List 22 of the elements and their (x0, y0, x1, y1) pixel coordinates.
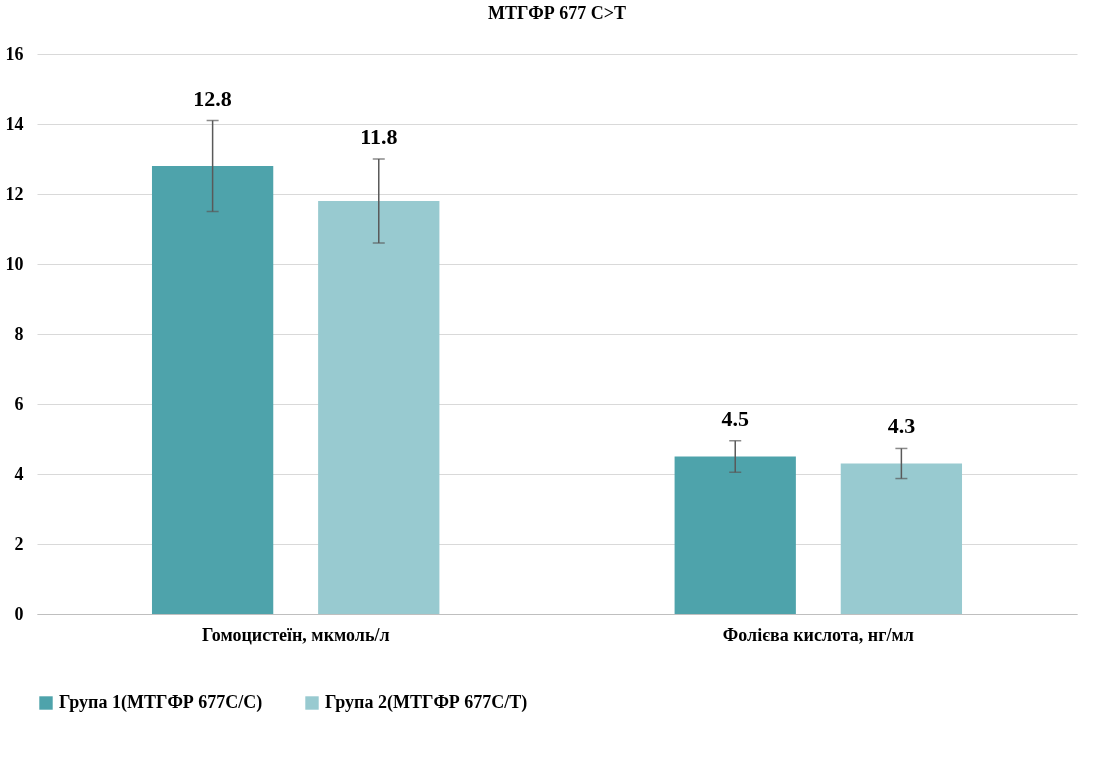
y-tick-label: 0 (14, 603, 24, 624)
bar (151, 166, 274, 614)
data-label: 4.5 (721, 405, 749, 431)
bar (318, 201, 440, 614)
y-tick-label: 6 (14, 393, 24, 414)
legend-label: Група 1(МТГФР 677С/С) (59, 692, 263, 713)
legend-label: Група 2(МТГФР 677С/Т) (325, 692, 528, 713)
y-tick-label: 16 (5, 43, 24, 64)
bar (674, 456, 796, 614)
y-tick-label: 4 (14, 463, 24, 484)
bar (840, 463, 963, 614)
data-label: 12.8 (193, 85, 232, 111)
y-tick-label: 10 (5, 253, 24, 274)
x-tick-label: Фолієва кислота, нг/мл (722, 624, 914, 645)
y-tick-label: 12 (5, 183, 24, 204)
y-tick-label: 2 (14, 533, 24, 554)
x-tick-label: Гомоцистеїн, мкмоль/л (201, 624, 390, 645)
y-tick-label: 14 (5, 113, 24, 134)
data-label: 4.3 (887, 413, 916, 439)
data-label: 11.8 (360, 124, 398, 149)
chart-title: МТГФР 677 C>T (487, 3, 627, 23)
y-tick-label: 8 (14, 323, 24, 344)
